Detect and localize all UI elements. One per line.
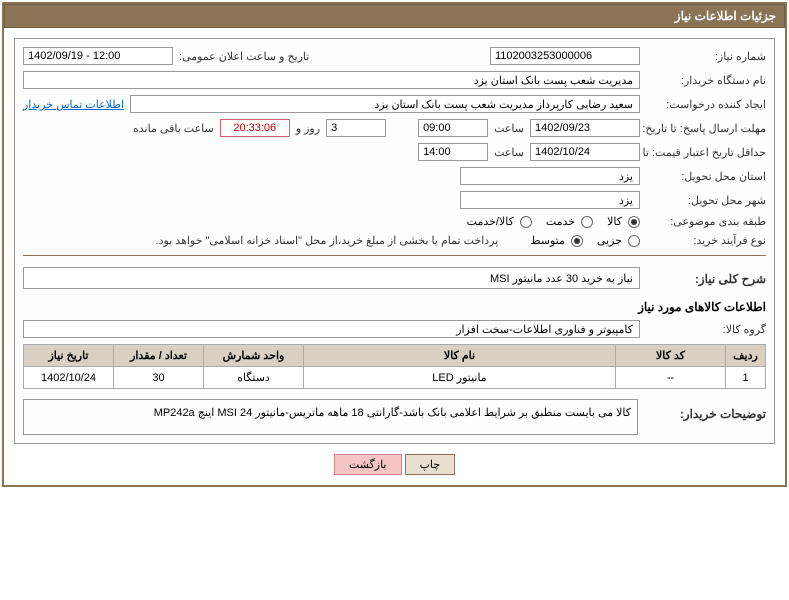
back-button[interactable]: بازگشت	[334, 454, 402, 475]
radio-group-purchase: جزیی متوسط	[530, 234, 640, 247]
field-goods-group: کامپیوتر و فناوری اطلاعات-سخت افزار	[23, 320, 640, 338]
field-deadline-date: 1402/09/23	[530, 119, 640, 137]
field-deadline-time: 09:00	[418, 119, 488, 137]
label-requester: ایجاد کننده درخواست:	[646, 98, 766, 111]
td-code: --	[616, 367, 726, 389]
th-code: کد کالا	[616, 345, 726, 367]
label-buyer-org: نام دستگاه خریدار:	[646, 74, 766, 87]
td-qty: 30	[114, 367, 204, 389]
radio-dot-icon	[628, 235, 640, 247]
field-need-number: 1102003253000006	[490, 47, 640, 65]
label-days-and: روز و	[296, 122, 320, 135]
section-goods-info: اطلاعات کالاهای مورد نیاز	[23, 300, 766, 314]
label-announce-date: تاریخ و ساعت اعلان عمومی:	[179, 50, 309, 63]
radio-dot-icon	[571, 235, 583, 247]
field-city: یزد	[460, 191, 640, 209]
radio-purchase-medium[interactable]: متوسط	[530, 234, 583, 247]
field-days-remaining: 3	[326, 119, 386, 137]
td-row: 1	[726, 367, 766, 389]
field-validity-date: 1402/10/24	[530, 143, 640, 161]
label-time2: ساعت	[494, 146, 524, 159]
th-qty: تعداد / مقدار	[114, 345, 204, 367]
radio-category-both[interactable]: کالا/خدمت	[467, 215, 532, 228]
label-remaining: ساعت باقی مانده	[133, 122, 214, 135]
field-buyer-org: مدیریت شعب پست بانک استان یزد	[23, 71, 640, 89]
table-row: 1 -- مانیتور LED دستگاه 30 1402/10/24	[24, 367, 766, 389]
radio-dot-icon	[581, 216, 593, 228]
label-deadline: مهلت ارسال پاسخ: تا تاریخ:	[646, 122, 766, 135]
radio-category-service[interactable]: خدمت	[546, 215, 593, 228]
label-province: استان محل تحویل:	[646, 170, 766, 183]
field-buyer-notes: کالا می بایست منطبق بر شرایط اعلامی بانک…	[23, 399, 638, 435]
radio-dot-icon	[628, 216, 640, 228]
radio-purchase-minor[interactable]: جزیی	[597, 234, 640, 247]
main-form: شماره نیاز: 1102003253000006 تاریخ و ساع…	[14, 38, 775, 444]
label-need-number: شماره نیاز:	[646, 50, 766, 63]
field-countdown: 20:33:06	[220, 119, 290, 137]
radio-label: جزیی	[597, 234, 622, 247]
th-name: نام کالا	[304, 345, 616, 367]
table-header-row: ردیف کد کالا نام کالا واحد شمارش تعداد /…	[24, 345, 766, 367]
label-purchase-type: نوع فرآیند خرید:	[646, 234, 766, 247]
goods-table: ردیف کد کالا نام کالا واحد شمارش تعداد /…	[23, 344, 766, 389]
radio-dot-icon	[520, 216, 532, 228]
label-goods-group: گروه کالا:	[646, 323, 766, 336]
label-category: طبقه بندی موضوعی:	[646, 215, 766, 228]
contact-buyer-link[interactable]: اطلاعات تماس خریدار	[23, 98, 124, 111]
button-row: چاپ بازگشت	[4, 454, 785, 475]
radio-category-goods[interactable]: کالا	[607, 215, 640, 228]
page-header: جزئیات اطلاعات نیاز	[4, 4, 785, 28]
separator	[23, 255, 766, 256]
print-button[interactable]: چاپ	[405, 454, 456, 475]
label-time1: ساعت	[494, 122, 524, 135]
field-general-desc: نیاز به خرید 30 عدد مانیتور MSI	[23, 267, 640, 289]
label-buyer-notes: توضیحات خریدار:	[646, 407, 766, 421]
th-row: ردیف	[726, 345, 766, 367]
label-validity: حداقل تاریخ اعتبار قیمت: تا تاریخ:	[646, 146, 766, 159]
td-unit: دستگاه	[204, 367, 304, 389]
field-announce-date: 1402/09/19 - 12:00	[23, 47, 173, 65]
td-name: مانیتور LED	[304, 367, 616, 389]
label-city: شهر محل تحویل:	[646, 194, 766, 207]
radio-group-category: کالا خدمت کالا/خدمت	[467, 215, 640, 228]
field-validity-time: 14:00	[418, 143, 488, 161]
radio-label: خدمت	[546, 215, 575, 228]
radio-label: متوسط	[530, 234, 565, 247]
page-title: جزئیات اطلاعات نیاز	[675, 9, 776, 23]
field-province: یزد	[460, 167, 640, 185]
radio-label: کالا	[607, 215, 622, 228]
td-date: 1402/10/24	[24, 367, 114, 389]
label-general-desc: شرح کلی نیاز:	[646, 272, 766, 286]
th-unit: واحد شمارش	[204, 345, 304, 367]
radio-label: کالا/خدمت	[467, 215, 514, 228]
field-requester: سعید رضایی کارپرداز مدیریت شعب پست بانک …	[130, 95, 640, 113]
payment-note: پرداخت تمام یا بخشی از مبلغ خرید،از محل …	[156, 234, 499, 247]
th-date: تاریخ نیاز	[24, 345, 114, 367]
